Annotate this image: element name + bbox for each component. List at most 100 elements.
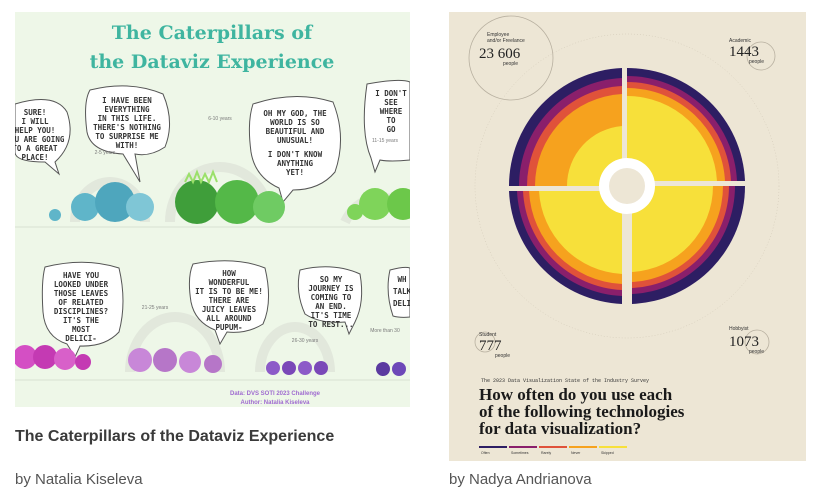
radial-chart-illustration: Employee and/or Freelance 23 606 people … <box>449 12 806 461</box>
svg-text:WITH!: WITH! <box>116 141 139 150</box>
hobbyist-circle <box>744 329 770 355</box>
svg-text:OF RELATED: OF RELATED <box>58 298 104 307</box>
svg-text:11-15 years: 11-15 years <box>372 138 399 144</box>
svg-text:COMING TO: COMING TO <box>311 293 352 302</box>
svg-text:MOST: MOST <box>72 325 91 334</box>
technologies-thumbnail[interactable]: Employee and/or Freelance 23 606 people … <box>449 12 806 461</box>
svg-text:IT'S THE: IT'S THE <box>63 316 100 325</box>
svg-text:PUPUM-: PUPUM- <box>215 323 242 332</box>
caterpillars-thumbnail[interactable]: The Caterpillars of the Dataviz Experien… <box>15 12 410 407</box>
svg-text:21-25 years: 21-25 years <box>142 305 169 311</box>
svg-text:LOOKED UNDER: LOOKED UNDER <box>54 280 109 289</box>
svg-text:WONDERFUL: WONDERFUL <box>209 278 250 287</box>
svg-text:6-10 years: 6-10 years <box>208 116 232 122</box>
svg-text:Skipped: Skipped <box>601 451 614 455</box>
svg-text:ANYTHING: ANYTHING <box>277 159 314 168</box>
svg-text:THOSE LEAVES: THOSE LEAVES <box>54 289 109 298</box>
svg-text:TO REST...: TO REST... <box>308 320 353 329</box>
svg-text:IT IS TO BE ME!: IT IS TO BE ME! <box>195 287 263 296</box>
illustration-footer-data: Data: DVS SOTI 2023 Challenge <box>230 391 321 397</box>
svg-text:BEAUTIFUL AND: BEAUTIFUL AND <box>266 127 325 136</box>
student-value: 777 <box>479 338 502 354</box>
svg-text:JOURNEY IS: JOURNEY IS <box>308 284 354 293</box>
hobbyist-value: 1073 <box>729 334 759 350</box>
caterpillars-illustration: The Caterpillars of the Dataviz Experien… <box>15 12 410 407</box>
card-byline: by Nadya Andrianova <box>449 471 592 488</box>
svg-text:TO: TO <box>386 116 396 125</box>
speech-bubble-6: HOW WONDERFUL IT IS TO BE ME! THERE ARE … <box>188 260 269 346</box>
svg-text:HOW: HOW <box>222 269 236 278</box>
question-line-2: of the following technologies <box>479 402 685 421</box>
svg-text:Sometimes: Sometimes <box>511 451 529 455</box>
svg-text:Rarely: Rarely <box>541 451 551 455</box>
caterpillar-lilac <box>128 348 222 373</box>
employee-value: 23 606 <box>479 46 521 62</box>
academic-value: 1443 <box>729 44 759 60</box>
illustration-heading-line1: The Caterpillars of <box>112 22 314 44</box>
svg-text:I HAVE BEEN: I HAVE BEEN <box>102 96 152 105</box>
color-legend: Often Sometimes Rarely Never Skipped <box>479 446 627 455</box>
svg-text:JUICY LEAVES: JUICY LEAVES <box>202 305 257 314</box>
survey-title: The 2023 Data Visualization State of the… <box>481 378 649 384</box>
svg-text:2-5 years: 2-5 years <box>95 150 116 156</box>
question-line-1: How often do you use each <box>479 385 673 404</box>
speech-bubble-7: SO MY JOURNEY IS COMING TO AN END. IT'S … <box>297 266 363 336</box>
svg-text:HELP YOU!: HELP YOU! <box>15 126 55 135</box>
svg-text:people: people <box>503 61 518 67</box>
svg-text:people: people <box>749 59 764 65</box>
svg-text:I DON'T KNOW: I DON'T KNOW <box>268 150 323 159</box>
svg-text:WORLD IS SO: WORLD IS SO <box>270 118 320 127</box>
svg-text:I WILL: I WILL <box>21 117 49 126</box>
radial-stacked-chart <box>474 33 780 339</box>
svg-text:More than 30: More than 30 <box>370 328 400 334</box>
svg-text:PLACE!: PLACE! <box>21 153 48 162</box>
svg-text:DELI: DELI <box>393 299 410 308</box>
employee-label: Employee <box>487 32 509 38</box>
svg-text:Never: Never <box>571 451 581 455</box>
svg-text:HAVE YOU: HAVE YOU <box>63 271 100 280</box>
speech-bubble-4: I DON'T SEE WHERE TO GO <box>363 79 410 174</box>
svg-text:UNUSUAL!: UNUSUAL! <box>277 136 313 145</box>
journey-arcs-bottom <box>125 312 335 373</box>
svg-text:I DON'T: I DON'T <box>375 89 407 98</box>
student-circle <box>474 331 496 353</box>
svg-text:SO MY: SO MY <box>320 275 343 284</box>
svg-text:people: people <box>749 349 764 355</box>
speech-bubble-3: OH MY GOD, THE WORLD IS SO BEAUTIFUL AND… <box>248 96 342 204</box>
caterpillar-magenta <box>15 345 91 370</box>
svg-text:YET!: YET! <box>286 168 304 177</box>
svg-text:TO A GREAT: TO A GREAT <box>15 144 58 153</box>
svg-text:Often: Often <box>481 451 490 455</box>
card-title[interactable]: The Caterpillars of the Dataviz Experien… <box>15 428 335 445</box>
svg-text:DISCIPLINES?: DISCIPLINES? <box>54 307 108 316</box>
card-byline: by Natalia Kiseleva <box>15 471 143 488</box>
svg-text:and/or Freelance: and/or Freelance <box>487 38 525 44</box>
svg-text:WH: WH <box>397 275 407 284</box>
svg-text:THERE ARE: THERE ARE <box>209 296 250 305</box>
svg-text:AN END.: AN END. <box>315 302 347 311</box>
speech-bubble-8: WH TALK DELI <box>387 266 410 318</box>
svg-text:OH MY GOD, THE: OH MY GOD, THE <box>263 109 327 118</box>
academic-circle <box>746 41 776 71</box>
svg-text:people: people <box>495 353 510 359</box>
hobbyist-label: Hobbyist <box>729 326 749 332</box>
svg-text:EVERYTHING: EVERYTHING <box>104 105 150 114</box>
illustration-heading-line2: the Dataviz Experience <box>90 51 335 73</box>
svg-text:WHERE: WHERE <box>380 107 403 116</box>
caterpillar-purple <box>266 361 406 376</box>
student-label: Student <box>479 332 497 338</box>
svg-text:SURE!: SURE! <box>24 108 47 117</box>
svg-text:ALL AROUND: ALL AROUND <box>206 314 252 323</box>
caterpillar-blue <box>49 182 154 222</box>
question-line-3: for data visualization? <box>479 419 641 438</box>
svg-text:26-30 years: 26-30 years <box>292 338 319 344</box>
speech-bubble-5: HAVE YOU LOOKED UNDER THOSE LEAVES OF RE… <box>41 261 124 359</box>
svg-text:TO SURPRISE ME: TO SURPRISE ME <box>95 132 159 141</box>
caterpillar-green <box>175 169 285 224</box>
svg-text:IT'S TIME: IT'S TIME <box>311 311 352 320</box>
svg-text:SEE: SEE <box>384 98 398 107</box>
speech-bubble-2: I HAVE BEEN EVERYTHING IN THIS LIFE. THE… <box>85 85 170 183</box>
academic-label: Academic <box>729 38 751 44</box>
svg-text:TALK: TALK <box>393 287 410 296</box>
speech-bubble-1: SURE! I WILL HELP YOU! YOU ARE GOING TO … <box>15 99 71 176</box>
